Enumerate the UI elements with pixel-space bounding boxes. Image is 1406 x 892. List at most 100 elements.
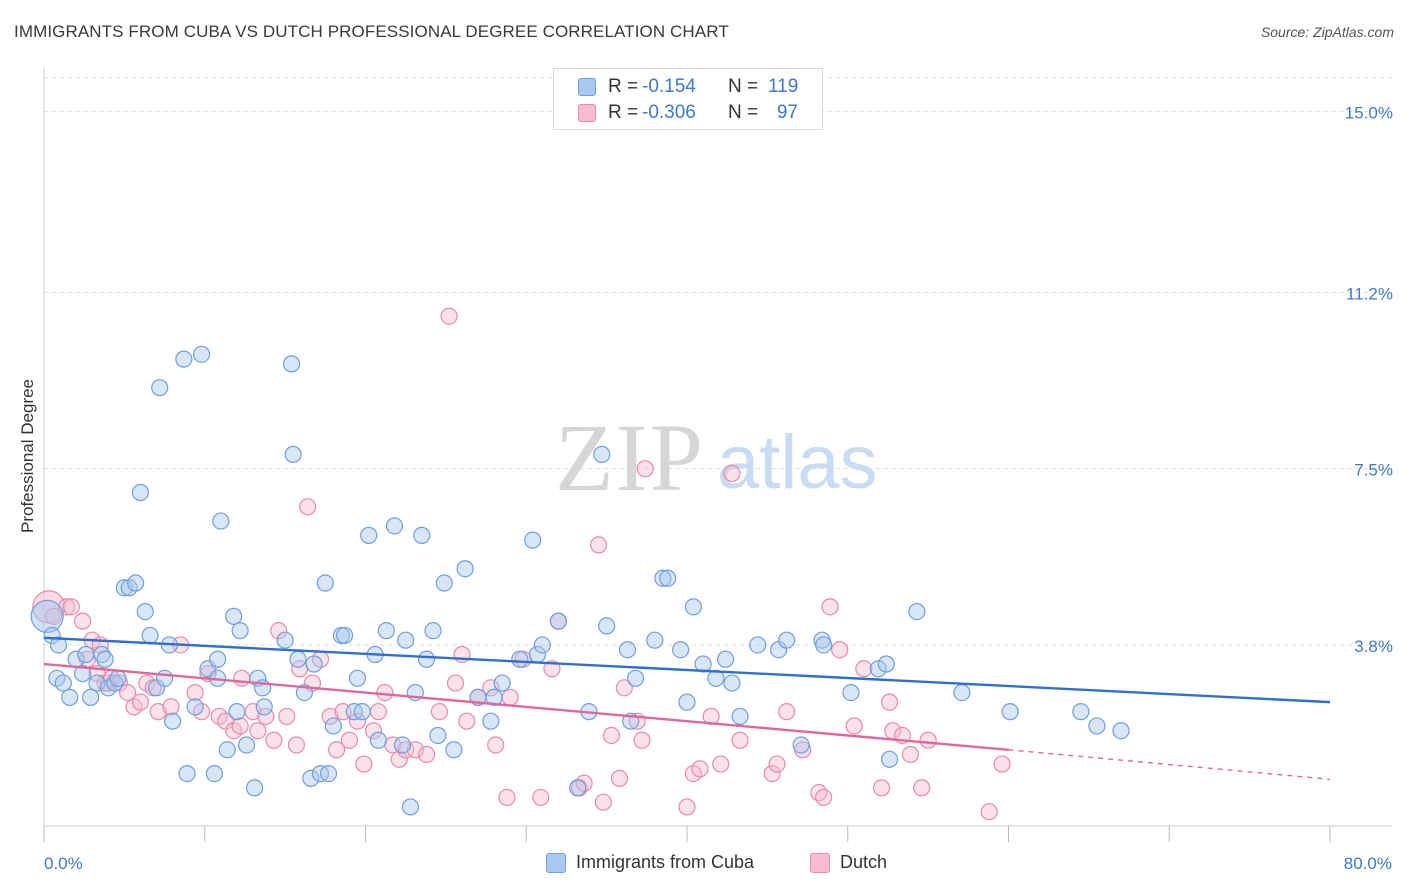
- cuba-point: [1001, 703, 1019, 721]
- dutch-point: [855, 660, 873, 678]
- dutch-point: [270, 622, 288, 640]
- r-value: -0.154: [642, 76, 696, 97]
- cuba-point: [324, 717, 342, 735]
- dutch-point: [913, 779, 931, 797]
- cuba-point: [842, 683, 860, 702]
- cuba-swatch: [578, 78, 596, 96]
- cuba-point: [49, 636, 68, 654]
- cuba-point: [237, 736, 256, 754]
- dutch-point: [348, 712, 367, 730]
- dutch-point: [831, 641, 849, 659]
- dutch-point: [131, 693, 150, 711]
- cuba-point: [316, 574, 334, 592]
- x-tick-label: 0.0%: [44, 854, 83, 873]
- cuba-point: [401, 798, 420, 816]
- cuba-point: [1112, 722, 1130, 740]
- cuba-legend-swatch: [546, 852, 566, 873]
- dutch-point: [118, 683, 137, 702]
- dutch-point: [821, 598, 839, 616]
- dutch-point: [390, 750, 408, 768]
- cuba-point: [485, 688, 503, 706]
- cuba-point: [164, 712, 182, 730]
- cuba-point: [127, 574, 145, 592]
- tick-labels: 3.8% 7.5% 11.2% 15.0% 0.0% 80.0%: [44, 103, 1393, 873]
- cuba-point: [319, 764, 338, 783]
- cuba-point: [598, 617, 616, 635]
- dutch-point: [691, 760, 709, 778]
- cuba-point: [225, 607, 243, 625]
- cuba-point: [30, 599, 64, 633]
- dutch-point: [397, 741, 415, 759]
- cuba-point: [778, 631, 796, 649]
- cuba-point: [1072, 703, 1090, 721]
- cuba-point: [245, 779, 264, 797]
- dutch-point: [149, 703, 167, 721]
- cuba-point: [348, 669, 367, 687]
- cuba-point: [209, 650, 227, 668]
- cuba-point: [533, 636, 551, 654]
- cuba-point: [511, 650, 529, 668]
- cuba-point: [593, 445, 611, 463]
- cuba-point: [82, 688, 100, 706]
- cuba-point: [231, 622, 249, 640]
- cuba-point: [393, 736, 412, 754]
- dutch-point: [993, 755, 1011, 773]
- dutch-point: [287, 736, 305, 754]
- y-tick-label: 3.8%: [1354, 637, 1393, 656]
- dutch-point: [340, 731, 359, 749]
- n-label: N =: [728, 76, 759, 97]
- dutch-point: [355, 755, 373, 773]
- source-label: Source: ZipAtlas.com: [1260, 24, 1394, 40]
- dutch-point: [327, 741, 346, 759]
- cuba-point: [336, 626, 354, 645]
- dutch-point: [594, 793, 613, 811]
- cuba-point: [524, 531, 542, 549]
- dutch-point: [249, 722, 267, 740]
- cuba-point: [93, 645, 111, 664]
- legend-label-cuba: Immigrants from Cuba: [576, 852, 755, 872]
- dutch-swatch: [578, 104, 596, 122]
- cuba-point: [282, 355, 301, 373]
- axes: [43, 68, 1392, 842]
- cuba-point: [877, 655, 895, 673]
- x-tick-label: 80.0%: [1344, 854, 1392, 873]
- cuba-point: [136, 603, 154, 621]
- cuba-point: [377, 622, 395, 640]
- dutch-point: [636, 460, 654, 478]
- chart-title: IMMIGRANTS FROM CUBA VS DUTCH PROFESSION…: [14, 22, 729, 41]
- dutch-point: [417, 745, 436, 764]
- dutch-points: [32, 307, 1011, 821]
- cuba-point: [549, 612, 568, 630]
- dutch-point: [901, 745, 920, 764]
- dutch-legend-swatch: [810, 852, 830, 873]
- dutch-point: [299, 498, 317, 516]
- cuba-trend-line: [43, 636, 1331, 704]
- cuba-point: [178, 764, 196, 783]
- cuba-point: [96, 650, 114, 668]
- cuba-point: [73, 664, 92, 683]
- dutch-point: [880, 693, 899, 711]
- cuba-point: [792, 736, 810, 754]
- dutch-point: [731, 731, 749, 749]
- r-label: R =: [608, 102, 639, 123]
- cuba-point: [360, 526, 378, 544]
- dutch-point: [265, 731, 283, 749]
- dutch-point: [543, 660, 561, 678]
- cuba-point: [435, 574, 453, 592]
- dutch-point: [186, 683, 204, 702]
- dutch-point: [231, 717, 249, 735]
- cuba-point: [626, 669, 645, 687]
- cuba-point: [205, 764, 223, 783]
- legend-row-dutch: R = -0.306 N = 97: [578, 101, 798, 125]
- r-label: R =: [608, 76, 639, 97]
- cuba-point: [115, 579, 133, 597]
- cuba-point: [482, 712, 500, 730]
- dutch-point: [376, 683, 394, 702]
- cuba-point: [151, 379, 169, 397]
- dutch-point: [233, 669, 251, 687]
- watermark-zip: ZIP: [555, 404, 705, 511]
- r-value: -0.306: [642, 102, 696, 123]
- dutch-point: [369, 703, 387, 721]
- cuba-point: [155, 669, 174, 687]
- cuba-point: [88, 674, 106, 692]
